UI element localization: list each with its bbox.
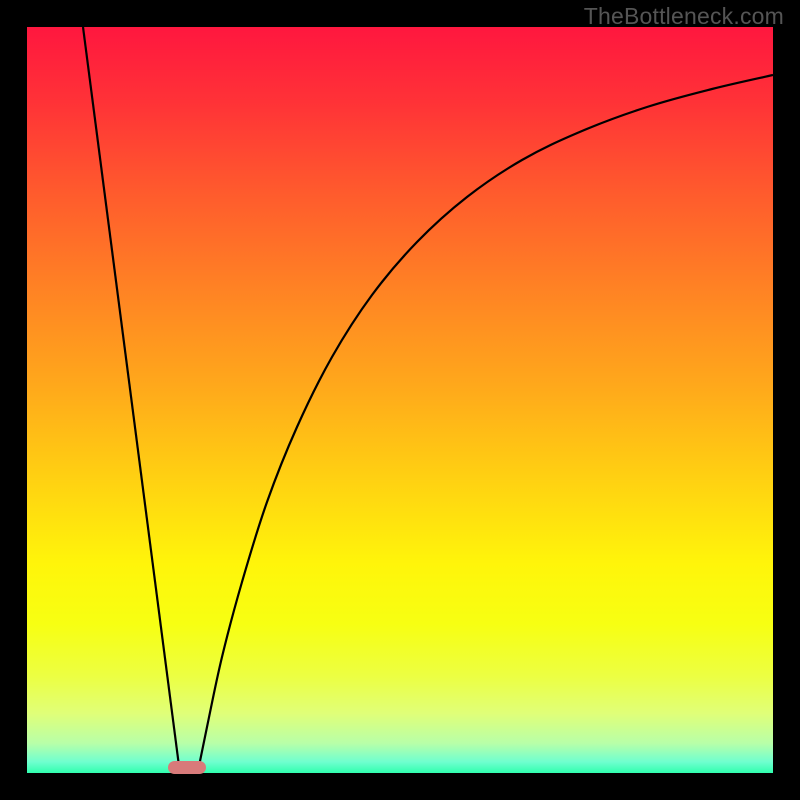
left-line xyxy=(83,27,179,766)
bottleneck-marker xyxy=(168,761,206,774)
watermark-text: TheBottleneck.com xyxy=(584,3,784,30)
plot-area xyxy=(27,27,773,773)
chart-container: TheBottleneck.com xyxy=(0,0,800,800)
right-curve xyxy=(199,75,773,766)
curve-layer xyxy=(27,27,773,773)
